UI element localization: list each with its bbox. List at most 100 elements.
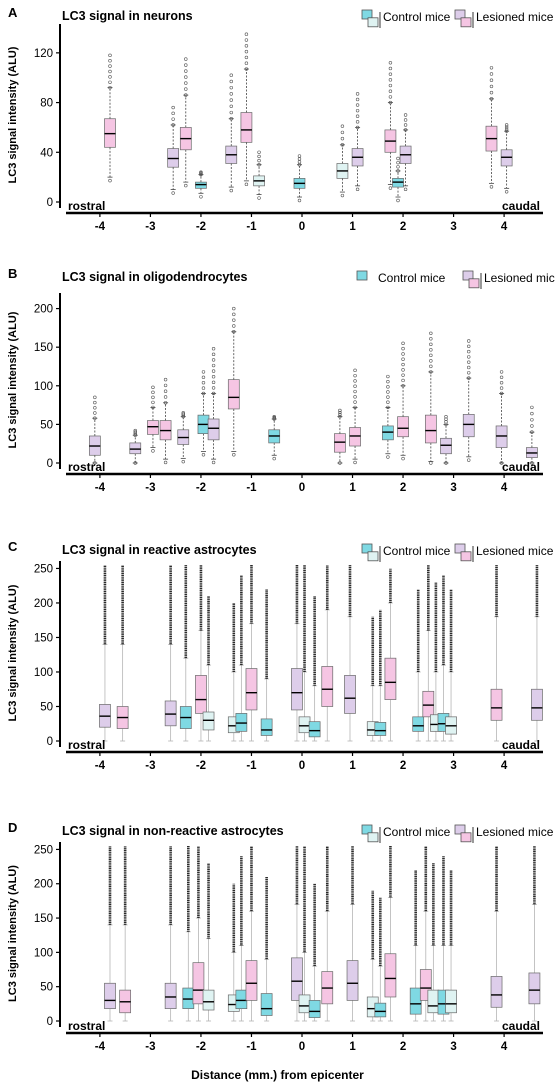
legend-label: Control mice [378, 271, 446, 285]
outlier-point [108, 178, 112, 183]
outlier-point [244, 49, 249, 54]
box-4 [195, 565, 207, 742]
outlier-point [201, 453, 206, 457]
box-12 [308, 883, 321, 1022]
outlier-point [530, 411, 534, 416]
outlier-point [93, 416, 97, 420]
box-3 [159, 377, 172, 465]
box-9 [334, 408, 346, 465]
x-tick-label: 0 [299, 482, 305, 494]
outlier-point [211, 380, 216, 385]
outlier-point [257, 196, 261, 200]
box-7 [293, 154, 306, 203]
box-9 [260, 589, 273, 742]
x-tick-label: 2 [400, 482, 406, 494]
legend-swatch [361, 9, 373, 20]
rostral-label: rostral [68, 1019, 105, 1033]
outlier-point [211, 369, 216, 373]
y-tick-label: 50 [40, 701, 53, 713]
outlier-point [403, 128, 408, 132]
outlier-point [401, 456, 405, 461]
y-tick-label: 100 [34, 667, 53, 679]
x-tick-label: 1 [349, 221, 356, 233]
outlier-point [244, 61, 249, 65]
x-tick-label: -2 [196, 1041, 206, 1053]
box-0 [99, 565, 111, 742]
outlier-point [386, 395, 390, 399]
box-body [528, 972, 541, 1005]
outlier-point [467, 339, 471, 343]
box-9 [260, 876, 273, 1022]
box-12 [399, 113, 412, 192]
outlier-point [338, 414, 342, 419]
outlier-point [340, 136, 345, 141]
outlier-point [171, 105, 175, 110]
box-4 [225, 73, 238, 193]
box-2 [179, 57, 192, 188]
x-tick-label: 0 [299, 760, 305, 772]
outlier-point [181, 412, 185, 416]
outlier-point [211, 352, 216, 357]
box-body [298, 994, 311, 1014]
box-16 [495, 370, 508, 465]
outlier-point [429, 359, 433, 363]
x-tick-label: -3 [145, 221, 155, 233]
outlier-point [163, 401, 168, 405]
outlier-point [388, 89, 393, 93]
outlier-point [355, 120, 360, 124]
outlier-point [429, 364, 433, 369]
box-8 [336, 124, 349, 198]
legend-swatch [367, 832, 379, 843]
legend-label: Control mice [383, 10, 451, 24]
legend-swatch [460, 551, 472, 562]
outlier-point [467, 349, 471, 354]
outlier-point [297, 160, 302, 164]
outlier-point [467, 365, 471, 370]
outlier-point [504, 125, 509, 129]
box-body [260, 718, 273, 736]
y-tick-label: 250 [34, 844, 53, 856]
outlier-point [229, 188, 233, 193]
box-8 [245, 846, 258, 1022]
outlier-point [257, 154, 261, 159]
box-body [397, 416, 409, 438]
box-24 [531, 565, 543, 742]
outlier-point [386, 385, 390, 389]
outlier-point [403, 123, 408, 127]
outlier-point [272, 456, 276, 461]
outlier-point [340, 193, 345, 198]
outlier-point [388, 72, 393, 76]
outlier-point [401, 341, 405, 346]
outlier-point [429, 353, 433, 358]
outlier-point [163, 383, 168, 388]
box-1 [129, 428, 142, 465]
box-body [419, 969, 432, 1001]
legend-swatch [460, 17, 472, 28]
outlier-point [244, 67, 249, 71]
panel-title: LC3 signal in reactive astrocytes [62, 543, 257, 557]
y-tick-label: 150 [34, 342, 53, 354]
outlier-point [171, 191, 175, 195]
box-body [445, 989, 457, 1014]
box-body [129, 442, 142, 455]
outlier-point [93, 461, 97, 465]
outlier-point [338, 461, 342, 465]
outlier-point [401, 362, 405, 367]
box-body [384, 953, 397, 998]
outlier-point [353, 373, 357, 378]
box-3 [182, 846, 195, 1022]
x-tick-label: -2 [196, 760, 206, 772]
outlier-point [429, 342, 433, 347]
y-tick-label: 100 [34, 947, 53, 959]
outlier-point [467, 355, 471, 359]
outlier-point [229, 110, 233, 115]
box-16 [374, 897, 387, 1022]
box-20 [427, 863, 440, 1022]
outlier-point [163, 389, 168, 393]
outlier-point [232, 318, 236, 322]
box-body [384, 657, 397, 700]
outlier-point [133, 430, 137, 434]
x-tick-label: -3 [145, 482, 155, 494]
panel-title: LC3 signal in non-reactive astrocytes [62, 824, 284, 838]
outlier-point [499, 370, 504, 374]
